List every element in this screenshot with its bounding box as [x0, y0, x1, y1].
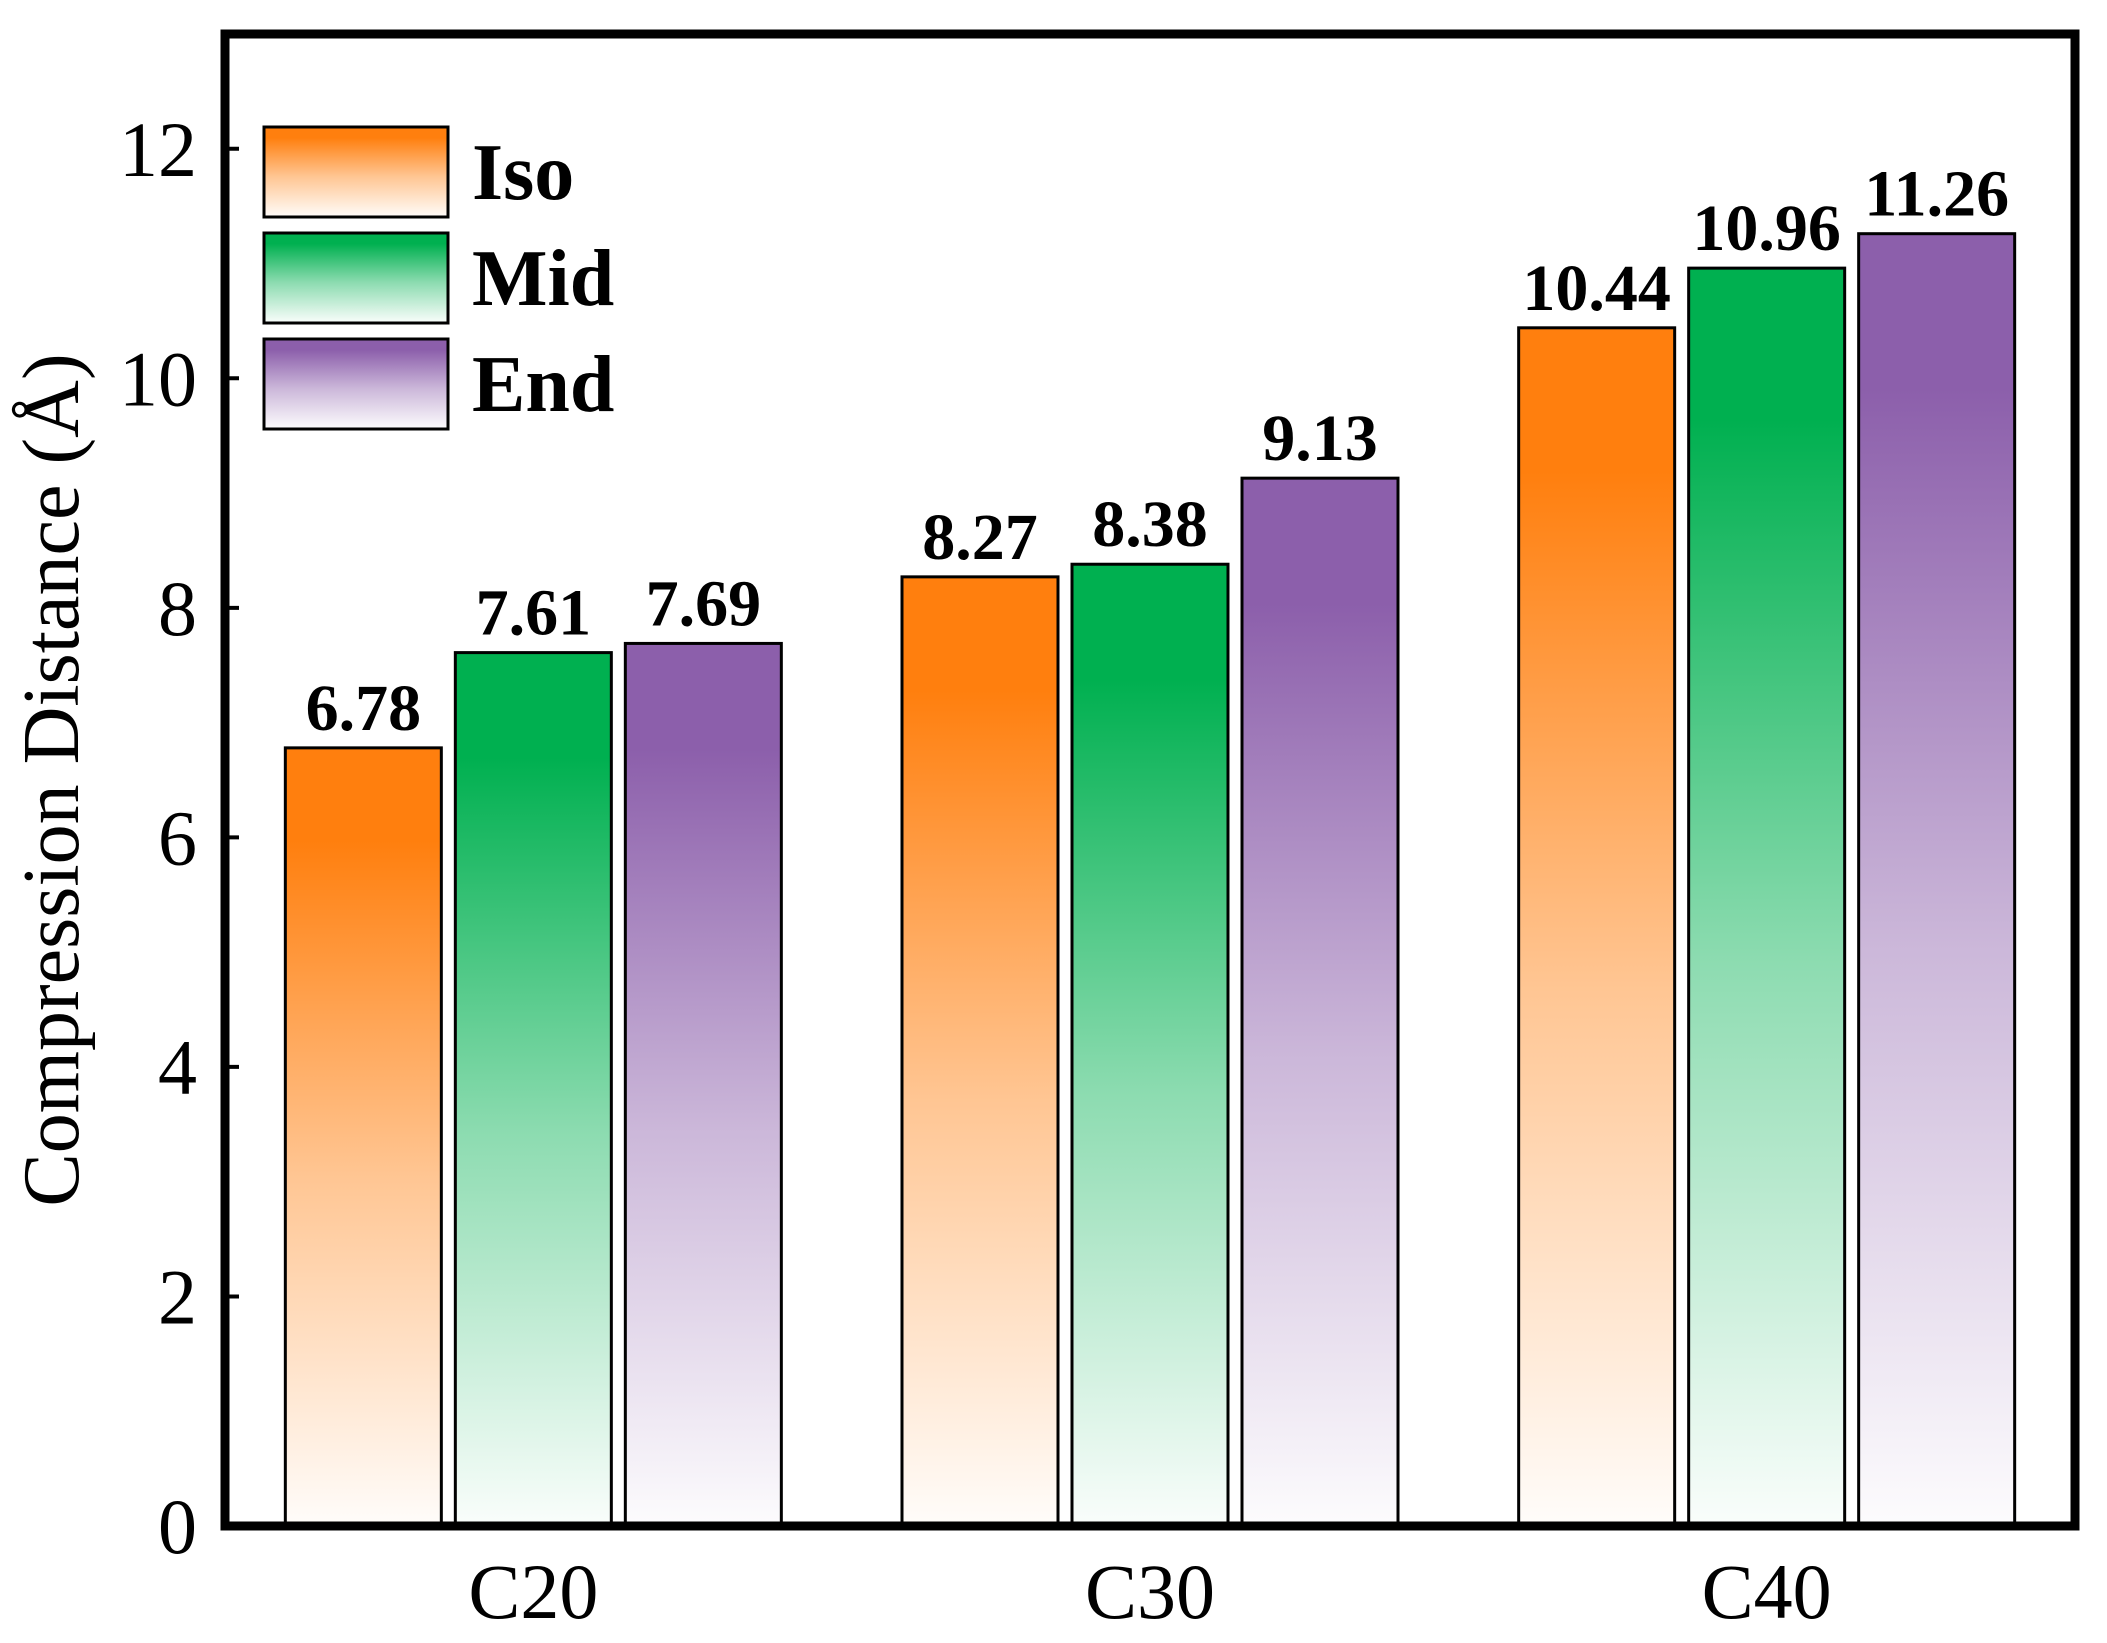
y-tick-label: 12 [119, 106, 197, 193]
value-label-c30-end: 9.13 [1262, 402, 1378, 475]
y-axis-ticks: 0 2 4 6 8 10 12 [119, 106, 239, 1570]
value-labels-layer: 6.78 7.61 7.69 8.27 8.38 9.13 10.44 10.96 11.26 [306, 158, 2010, 745]
x-tick-label-c20: C20 [468, 1548, 598, 1635]
x-tick-label-c30: C30 [1085, 1548, 1215, 1635]
y-tick-label: 10 [119, 335, 197, 422]
y-tick-label: 6 [158, 794, 197, 881]
value-label-c30-iso: 8.27 [922, 501, 1038, 574]
bar-c20-iso [283, 746, 443, 1528]
legend-label-iso: Iso [472, 129, 574, 217]
bars-layer [283, 232, 2017, 1528]
legend-swatch-mid [262, 231, 450, 325]
value-label-c40-end: 11.26 [1864, 158, 2009, 231]
legend-swatch-iso [262, 125, 450, 219]
value-label-c30-mid: 8.38 [1092, 488, 1208, 561]
bar-c30-mid [1070, 562, 1230, 1528]
bar-c30-iso [900, 575, 1060, 1528]
y-axis-title: Compression Distance (Å) [8, 353, 96, 1206]
value-label-c40-mid: 10.96 [1692, 192, 1841, 265]
bar-c20-end [623, 641, 783, 1528]
y-tick-label: 8 [158, 565, 197, 652]
bar-c40-mid [1687, 266, 1847, 1528]
bar-c30-end [1240, 476, 1400, 1528]
value-label-c40-iso: 10.44 [1522, 252, 1671, 325]
bar-c40-iso [1517, 326, 1677, 1528]
value-label-c20-mid: 7.61 [476, 577, 592, 650]
legend-label-end: End [472, 341, 614, 429]
y-tick-label: 4 [158, 1024, 197, 1111]
legend-label-mid: Mid [472, 235, 614, 323]
plot-frame [220, 29, 2080, 1531]
x-axis-ticks: C20 C30 C40 [468, 1548, 1831, 1635]
value-label-c20-end: 7.69 [646, 567, 762, 640]
bar-c20-mid [453, 651, 613, 1528]
y-tick-label: 2 [158, 1253, 197, 1340]
y-tick-label: 0 [158, 1483, 197, 1570]
legend: Iso Mid End [262, 125, 614, 431]
bar-c40-end [1857, 232, 2017, 1528]
legend-swatch-end [262, 337, 450, 431]
value-label-c20-iso: 6.78 [306, 672, 422, 745]
x-tick-label-c40: C40 [1702, 1548, 1832, 1635]
